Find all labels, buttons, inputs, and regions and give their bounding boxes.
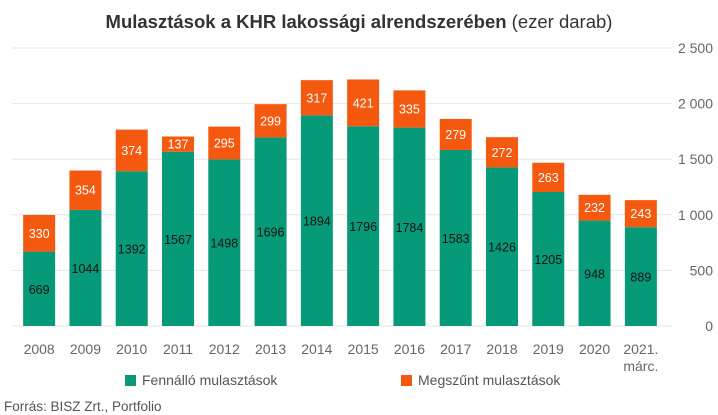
bar-fennallo — [300, 115, 333, 326]
data-label-fennallo: 1205 — [534, 253, 562, 267]
x-tick-label: 2011 — [163, 341, 193, 357]
bar-megszunt — [624, 200, 657, 228]
x-tick-label: 2014 — [301, 341, 332, 357]
y-tick-label: 2 000 — [678, 96, 713, 112]
x-tick-label: 2017 — [440, 341, 471, 357]
data-label-megszunt: 330 — [29, 227, 50, 241]
x-tick-label: 2013 — [255, 341, 286, 357]
x-tick-label: 2010 — [116, 341, 147, 357]
x-tick-label: 2019 — [533, 341, 564, 357]
bar-fennallo — [578, 220, 611, 326]
data-label-megszunt: 272 — [492, 146, 513, 160]
bar-fennallo — [162, 151, 194, 326]
legend: Fennálló mulasztások Megszűnt mulasztáso… — [0, 372, 718, 392]
data-label-fennallo: 1583 — [442, 232, 470, 246]
legend-label-megszunt: Megszűnt mulasztások — [418, 372, 561, 388]
bar-fennallo — [347, 126, 380, 327]
bar-megszunt — [254, 104, 287, 138]
data-label-fennallo: 669 — [29, 283, 50, 297]
bar-megszunt — [439, 118, 472, 150]
data-label-megszunt: 299 — [260, 114, 281, 128]
gridlines — [12, 47, 672, 327]
x-tick-label: 2008 — [24, 341, 55, 357]
bar-fennallo — [439, 149, 472, 326]
x-tick-label: 2012 — [209, 341, 240, 357]
data-label-fennallo: 1567 — [164, 233, 192, 247]
data-label-megszunt: 137 — [168, 138, 189, 152]
bar-megszunt — [300, 80, 333, 116]
data-label-megszunt: 279 — [445, 128, 466, 142]
chart-title-main: Mulasztások a KHR lakossági alrendszeréb… — [105, 11, 507, 32]
chart-title: Mulasztások a KHR lakossági alrendszeréb… — [0, 11, 718, 33]
bar-fennallo — [208, 159, 241, 326]
x-tick-label: 2016 — [394, 341, 425, 357]
data-label-fennallo: 1784 — [396, 221, 424, 235]
data-labels: 669 330 1044 354 1392 374 1567 137 1498 295 1696 29… — [29, 91, 652, 297]
legend-swatch-fennallo — [125, 374, 136, 386]
bar-fennallo — [23, 251, 56, 326]
legend-label-fennallo: Fennálló mulasztások — [142, 372, 278, 388]
data-label-megszunt: 243 — [630, 207, 651, 221]
bar-megszunt — [162, 136, 194, 152]
data-label-megszunt: 317 — [306, 91, 327, 105]
bar-megszunt — [115, 129, 148, 172]
x-axis-ticks: 2008 2009 2010 2011 2012 2013 2014 2015 2016 2017… — [24, 341, 659, 374]
bar-fennallo — [393, 127, 426, 326]
data-label-megszunt: 421 — [353, 96, 374, 110]
data-label-fennallo: 889 — [630, 271, 651, 285]
data-label-fennallo: 1696 — [257, 226, 285, 240]
bars — [23, 79, 657, 327]
x-tick-label: 2018 — [486, 341, 517, 357]
data-label-megszunt: 295 — [214, 137, 235, 151]
x-tick-label: 2015 — [348, 341, 379, 357]
source-note: Forrás: BISZ Zrt., Portfolio — [4, 399, 162, 414]
bar-megszunt — [69, 170, 102, 210]
bar-fennallo — [115, 171, 148, 326]
data-label-fennallo: 1796 — [349, 220, 377, 234]
x-tick-label: 2009 — [70, 341, 101, 357]
bar-megszunt — [486, 137, 518, 168]
y-tick-label: 0 — [705, 318, 713, 334]
data-label-fennallo: 1044 — [72, 262, 100, 276]
data-label-megszunt: 374 — [121, 144, 142, 158]
data-label-megszunt: 335 — [399, 102, 420, 116]
y-tick-label: 500 — [690, 262, 714, 278]
bar-fennallo — [486, 167, 518, 326]
legend-swatch-megszunt — [401, 374, 412, 386]
x-tick-label: 2021. márc. — [623, 341, 658, 374]
data-label-fennallo: 1498 — [210, 237, 238, 251]
data-label-megszunt: 263 — [538, 171, 559, 185]
y-axis-ticks: 0 500 1 000 1 500 2 000 2 500 — [678, 40, 713, 334]
data-label-fennallo: 1894 — [303, 215, 331, 229]
data-label-megszunt: 354 — [75, 184, 96, 198]
y-tick-label: 1 000 — [678, 207, 713, 223]
x-tick-label: 2020 — [579, 341, 610, 357]
bar-megszunt — [208, 126, 241, 160]
data-label-megszunt: 232 — [584, 201, 605, 215]
legend-item-fennallo: Fennálló mulasztások — [125, 372, 277, 388]
y-tick-label: 1 500 — [678, 151, 713, 167]
bar-megszunt — [532, 162, 565, 193]
bar-fennallo — [254, 137, 287, 326]
y-tick-label: 2 500 — [678, 40, 713, 56]
bar-megszunt — [23, 214, 56, 252]
bar-fennallo — [532, 192, 565, 326]
bar-megszunt — [578, 194, 611, 221]
bar-megszunt — [393, 90, 426, 128]
bar-fennallo — [624, 227, 657, 326]
chart-title-unit: (ezer darab) — [506, 11, 613, 32]
legend-item-megszunt: Megszűnt mulasztások — [401, 372, 560, 388]
data-label-fennallo: 948 — [584, 267, 605, 281]
data-label-fennallo: 1426 — [488, 241, 516, 255]
bar-megszunt — [347, 79, 380, 127]
data-label-fennallo: 1392 — [118, 243, 146, 257]
bar-fennallo — [69, 209, 102, 326]
